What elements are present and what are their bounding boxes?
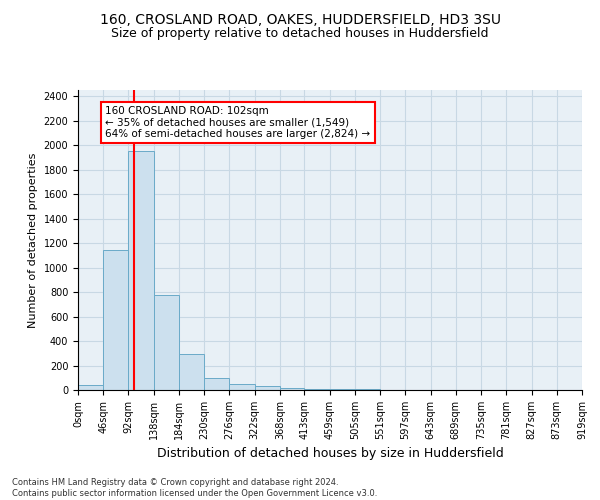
Bar (103, 250, 128, 390)
Text: Contains HM Land Registry data © Crown copyright and database right 2024.
Contai: Contains HM Land Registry data © Crown c… (12, 478, 377, 498)
Bar (179, 354, 204, 390)
Bar (78, 385, 103, 390)
Bar (254, 386, 280, 390)
Text: 160 CROSLAND ROAD: 102sqm
← 35% of detached houses are smaller (1,549)
64% of se: 160 CROSLAND ROAD: 102sqm ← 35% of detac… (106, 106, 371, 139)
X-axis label: Distribution of detached houses by size in Huddersfield: Distribution of detached houses by size … (157, 448, 503, 460)
Bar (229, 384, 254, 390)
Y-axis label: Number of detached properties: Number of detached properties (28, 152, 38, 328)
Bar (330, 389, 355, 390)
Bar (304, 389, 330, 390)
Text: 160, CROSLAND ROAD, OAKES, HUDDERSFIELD, HD3 3SU: 160, CROSLAND ROAD, OAKES, HUDDERSFIELD,… (100, 12, 500, 26)
Bar (280, 388, 304, 390)
Text: Size of property relative to detached houses in Huddersfield: Size of property relative to detached ho… (111, 28, 489, 40)
Bar (204, 378, 229, 390)
Bar (154, 295, 179, 390)
Bar (128, 151, 154, 390)
